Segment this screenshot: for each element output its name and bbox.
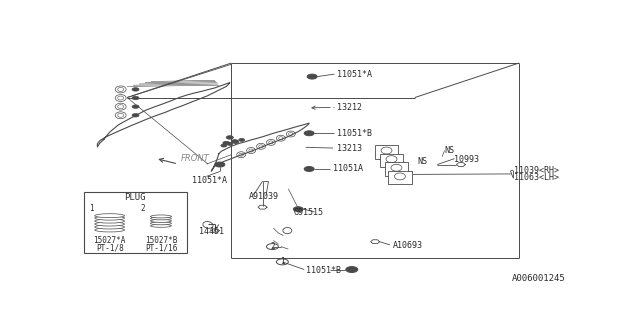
Circle shape bbox=[227, 142, 233, 145]
Text: 2: 2 bbox=[140, 204, 145, 213]
Text: A91039: A91039 bbox=[249, 192, 278, 201]
Circle shape bbox=[233, 140, 239, 143]
Ellipse shape bbox=[150, 224, 172, 227]
Ellipse shape bbox=[150, 220, 172, 222]
Text: 11051*B: 11051*B bbox=[306, 266, 340, 275]
Circle shape bbox=[223, 141, 230, 145]
Text: 11051A: 11051A bbox=[333, 164, 363, 173]
Bar bbox=[388, 171, 412, 184]
Ellipse shape bbox=[95, 228, 125, 232]
Text: 15027*B: 15027*B bbox=[145, 236, 177, 245]
Text: 15027*A: 15027*A bbox=[93, 236, 126, 245]
Circle shape bbox=[293, 207, 303, 212]
Text: 10993: 10993 bbox=[454, 155, 479, 164]
Circle shape bbox=[215, 162, 225, 167]
Circle shape bbox=[307, 74, 317, 79]
Ellipse shape bbox=[95, 219, 125, 223]
Ellipse shape bbox=[95, 214, 125, 218]
Text: PT-1/16: PT-1/16 bbox=[145, 244, 177, 252]
Circle shape bbox=[132, 96, 139, 100]
Bar bbox=[84, 192, 187, 253]
Text: 11063<LH>: 11063<LH> bbox=[514, 173, 559, 182]
Text: PLUG: PLUG bbox=[125, 193, 146, 202]
Text: 11051*A: 11051*A bbox=[337, 70, 372, 79]
Text: FRONT: FRONT bbox=[180, 154, 209, 163]
Text: 11051*B: 11051*B bbox=[337, 129, 372, 138]
Text: A10693: A10693 bbox=[392, 241, 422, 250]
Text: 14451: 14451 bbox=[199, 227, 224, 236]
Ellipse shape bbox=[95, 216, 125, 220]
Text: NS: NS bbox=[417, 157, 428, 166]
Ellipse shape bbox=[150, 215, 172, 218]
Text: NS: NS bbox=[445, 146, 454, 155]
Bar bbox=[380, 154, 403, 167]
Text: 11051*A: 11051*A bbox=[191, 176, 227, 185]
Text: 13212: 13212 bbox=[337, 103, 362, 112]
Circle shape bbox=[227, 136, 233, 139]
Text: 13213: 13213 bbox=[337, 144, 362, 153]
Text: A006001245: A006001245 bbox=[511, 274, 565, 283]
Text: 2: 2 bbox=[270, 242, 275, 251]
Text: G91515: G91515 bbox=[293, 208, 323, 217]
Ellipse shape bbox=[95, 225, 125, 229]
Circle shape bbox=[304, 131, 314, 136]
Ellipse shape bbox=[150, 217, 172, 220]
Text: PT-1/8: PT-1/8 bbox=[96, 244, 124, 252]
Text: 11039<RH>: 11039<RH> bbox=[514, 166, 559, 175]
Ellipse shape bbox=[95, 222, 125, 226]
Ellipse shape bbox=[150, 222, 172, 225]
Circle shape bbox=[132, 114, 139, 117]
Circle shape bbox=[132, 105, 139, 108]
Text: 1: 1 bbox=[89, 204, 93, 213]
Circle shape bbox=[304, 166, 314, 172]
Circle shape bbox=[239, 139, 244, 141]
Text: 1: 1 bbox=[280, 257, 285, 266]
Bar bbox=[385, 162, 408, 176]
Circle shape bbox=[346, 267, 358, 273]
Bar bbox=[374, 145, 399, 158]
Circle shape bbox=[221, 144, 227, 147]
Circle shape bbox=[231, 140, 238, 143]
Circle shape bbox=[132, 88, 139, 91]
